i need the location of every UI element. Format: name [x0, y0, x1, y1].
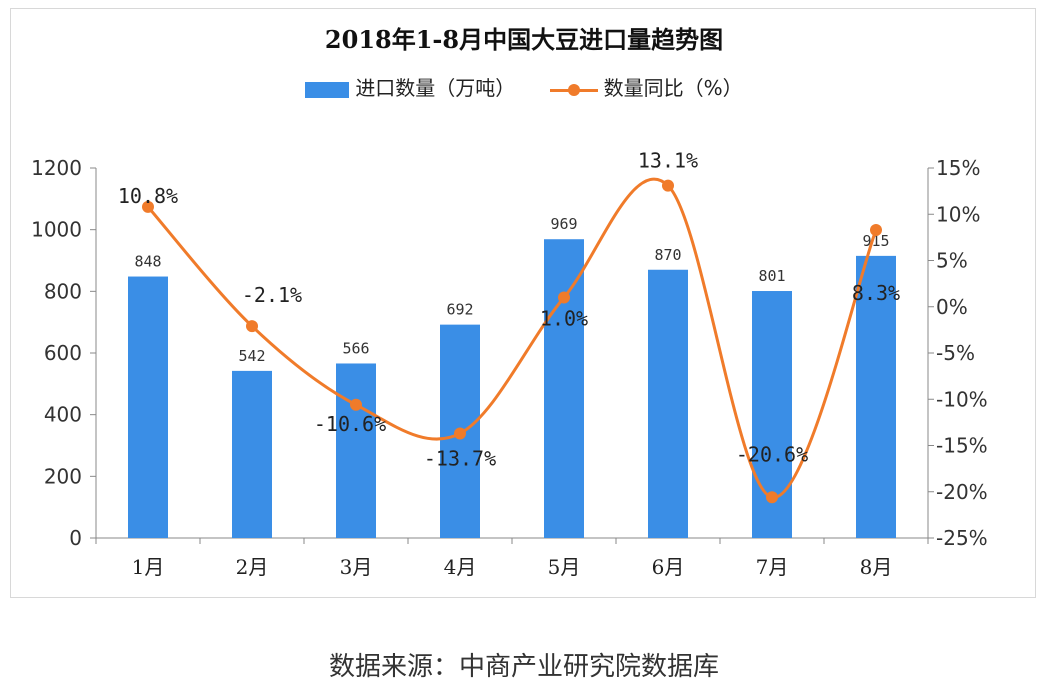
- line-point: [766, 491, 778, 504]
- legend-label-line: 数量同比（%）: [603, 76, 743, 100]
- legend-swatch-line: [549, 82, 598, 98]
- bar-value-label: 801: [758, 267, 785, 285]
- y-right-tick-label: 10%: [936, 202, 980, 226]
- line-point: [662, 179, 674, 192]
- line-value-label: -13.7%: [424, 446, 496, 470]
- legend-label-bar: 进口数量（万吨）: [355, 76, 516, 100]
- y-left-tick-label: 1200: [31, 156, 82, 180]
- line-point: [350, 398, 362, 411]
- bar: [544, 239, 584, 538]
- bar-value-label: 915: [862, 232, 889, 250]
- chart-title: 2018年1-8月中国大豆进口量趋势图: [324, 25, 724, 54]
- x-category-label: 3月: [340, 555, 373, 579]
- line-value-label: -2.1%: [242, 283, 302, 307]
- y-right-tick-label: 15%: [936, 156, 980, 180]
- line-value-label: -20.6%: [736, 442, 808, 466]
- line-value-label: 1.0%: [540, 307, 588, 331]
- bar-value-label: 542: [238, 347, 265, 365]
- bar: [128, 276, 168, 538]
- bar-value-label: 566: [342, 339, 369, 357]
- x-category-label: 1月: [132, 555, 165, 579]
- line-point: [142, 200, 154, 213]
- y-right-tick-label: -15%: [936, 434, 988, 458]
- y-right-tick-label: 0%: [936, 295, 968, 319]
- legend-swatch-bar: [305, 81, 350, 98]
- y-left-tick-label: 600: [44, 341, 82, 365]
- line-point: [558, 291, 570, 304]
- bar-value-label: 848: [134, 253, 161, 271]
- y-right-tick-label: -20%: [936, 480, 988, 504]
- x-category-label: 2月: [236, 555, 269, 579]
- y-right-tick-label: -25%: [936, 526, 988, 550]
- y-left-tick-label: 1000: [31, 218, 82, 242]
- bar: [336, 363, 376, 538]
- y-left-tick-label: 0: [69, 526, 82, 550]
- x-category-label: 6月: [652, 555, 685, 579]
- bar: [648, 269, 688, 538]
- line-point: [246, 320, 258, 333]
- y-right-tick-label: -10%: [936, 387, 988, 411]
- line-value-label: 13.1%: [638, 149, 698, 173]
- line-value-label: 8.3%: [852, 281, 900, 305]
- y-left-tick-label: 200: [44, 464, 82, 488]
- legend-item-bar: 进口数量（万吨）: [305, 72, 515, 101]
- bar-value-label: 870: [654, 246, 681, 264]
- y-left-tick-label: 400: [44, 403, 82, 427]
- chart-legend: 进口数量（万吨） 数量同比（%）: [0, 72, 1048, 101]
- x-category-label: 4月: [444, 555, 477, 579]
- y-right-tick-label: -5%: [936, 341, 975, 365]
- line-value-label: -10.6%: [314, 412, 386, 436]
- y-right-tick-label: 5%: [936, 249, 968, 273]
- legend-item-line: 数量同比（%）: [549, 72, 743, 101]
- bar: [232, 370, 272, 538]
- bar-value-label: 969: [550, 215, 577, 233]
- line-point: [454, 427, 466, 440]
- source-note: 数据来源：中商产业研究院数据库: [328, 652, 719, 682]
- x-category-label: 7月: [756, 555, 789, 579]
- y-left-tick-label: 800: [44, 279, 82, 303]
- line-value-label: 10.8%: [118, 184, 178, 208]
- line-point: [870, 223, 882, 236]
- bar-value-label: 692: [446, 301, 473, 319]
- x-category-label: 8月: [860, 555, 893, 579]
- bar: [856, 255, 896, 538]
- x-category-label: 5月: [548, 555, 581, 579]
